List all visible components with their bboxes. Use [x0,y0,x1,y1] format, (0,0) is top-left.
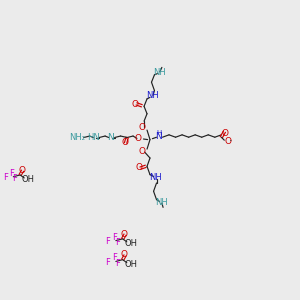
Text: NH: NH [153,68,166,77]
Text: N: N [155,132,162,141]
Text: H: H [156,130,161,136]
Text: F: F [112,254,117,262]
Text: F: F [9,169,14,178]
Text: F: F [3,173,8,182]
Text: O: O [135,163,142,172]
Text: F: F [115,238,120,247]
Text: OH: OH [124,239,137,248]
Text: O: O [221,129,228,138]
Text: F: F [115,259,120,268]
Text: O: O [135,134,142,143]
Text: O: O [224,137,231,146]
Text: O: O [18,166,26,175]
Text: F: F [112,232,117,242]
Text: F: F [12,174,17,183]
Text: OH: OH [22,175,34,184]
Text: N: N [107,133,114,142]
Text: NH: NH [146,92,159,100]
Text: NH: NH [150,173,162,182]
Text: F: F [105,258,110,267]
Text: OH: OH [124,260,137,268]
Text: HN: HN [87,133,100,142]
Text: F: F [105,237,110,246]
Text: ·: · [229,136,233,146]
Text: O: O [138,147,145,156]
Text: O: O [121,250,128,260]
Text: O: O [121,230,128,238]
Text: NH: NH [155,197,168,206]
Text: NH₂: NH₂ [69,133,85,142]
Text: O: O [138,123,145,132]
Text: O: O [132,100,139,109]
Text: O: O [121,138,128,147]
